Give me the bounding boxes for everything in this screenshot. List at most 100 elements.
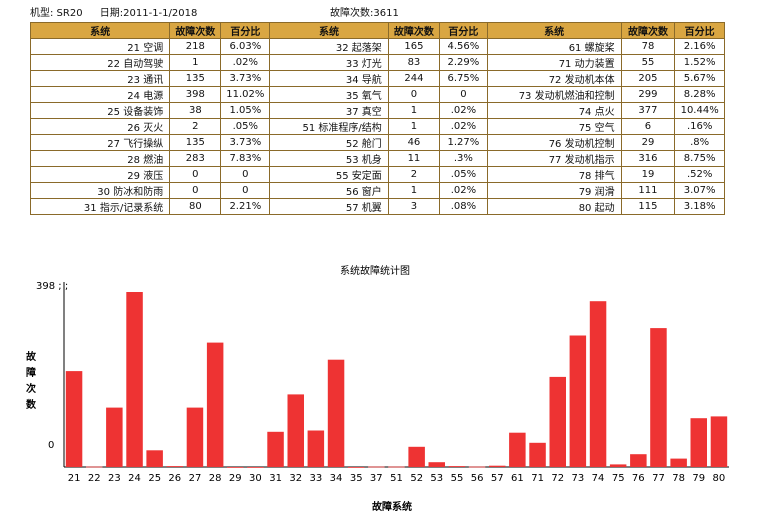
x-tick-label: 61 [511,473,524,484]
count-cell: 218 [169,38,222,55]
system-cell: 80 起动 [486,198,622,215]
bar [287,394,304,467]
x-tick-label: 24 [128,473,141,484]
table-row: 24 电源 398 11.02% 35 氧气 0 0 73 发动机燃油和控制 299 8.28% [29,86,725,103]
x-tick-label: 23 [108,473,121,484]
bar [347,467,365,468]
x-tick-label: 57 [491,473,504,484]
x-tick-label: 30 [249,473,262,484]
failure-stats-table: 系统 故障次数 百分比 系统 故障次数 百分比 系统 故障次数 百分比 21 空… [29,22,725,215]
chart-title: 系统故障统计图 [340,264,410,277]
x-tick-label: 55 [451,473,464,484]
x-tick-label: 34 [330,473,343,484]
percent-cell: .08% [439,198,488,215]
system-cell: 28 燃油 [29,150,171,167]
bar [126,292,143,467]
table-row: 28 燃油 283 7.83% 53 机身 11.3% 77 发动机指示 316 8.75% [29,150,725,167]
x-tick-label: 28 [209,473,222,484]
count-cell: 1 [169,54,222,71]
x-tick-label: 51 [390,473,403,484]
x-tick-label: 37 [370,473,383,484]
bar [609,464,627,467]
count-cell: 0 [387,86,441,103]
system-cell: 76 发动机控制 [486,134,622,151]
percent-cell: 2.16% [674,38,725,55]
x-tick-label: 52 [410,473,423,484]
count-cell: 135 [169,70,222,87]
table-row: 25 设备装饰 38 1.05% 37 真空 1.02% 74 点火 377 10.44% [29,102,725,119]
percent-cell: 5.67% [674,70,725,87]
table-row: 23 通讯 135 3.73% 34 导航 244 6.75% 72 发动机本体 205 5.6… [29,70,725,87]
col-header: 故障次数 [620,22,676,39]
bar [630,454,647,467]
system-cell: 32 起落架 [269,38,389,55]
table-row: 27 飞行操纵 135 3.73% 52 舱门 46 1.27% 76 发动机控制 29.8% [29,134,725,151]
count-cell: 111 [620,182,676,199]
x-axis-label: 故障系统 [372,500,412,513]
count-cell: 115 [620,198,676,215]
system-cell: 73 发动机燃油和控制 [486,86,622,103]
count-cell: 377 [620,102,676,119]
percent-cell: .02% [439,118,488,135]
bar [206,342,224,467]
x-tick-label: 26 [168,473,181,484]
system-cell: 35 氧气 [269,86,389,103]
x-tick-label: 32 [289,473,302,484]
percent-cell: 8.28% [674,86,725,103]
col-header: 系统 [29,22,171,39]
count-cell: 11 [387,150,441,167]
percent-cell: 6.03% [220,38,271,55]
table-header-row: 系统 故障次数 百分比 系统 故障次数 百分比 系统 故障次数 百分比 [29,22,725,39]
count-cell: 0 [169,182,222,199]
count-cell: 283 [169,150,222,167]
bar [589,301,607,467]
count-cell: 316 [620,150,676,167]
bar [650,328,667,467]
x-tick-label: 22 [88,473,101,484]
bar [529,442,546,467]
x-tick-label: 71 [531,473,544,484]
system-cell: 23 通讯 [29,70,171,87]
table-row: 31 指示/记录系统 80 2.21% 57 机翼 3.08% 80 起动 115 3.18% [29,198,725,215]
percent-cell: .05% [439,166,488,183]
x-tick-label: 21 [68,473,81,484]
x-tick-label: 76 [632,473,645,484]
percent-cell: 6.75% [439,70,488,87]
total-failures: 故障次数:3611 [330,8,399,19]
count-cell: 299 [620,86,676,103]
count-cell: 1 [387,102,441,119]
bar [690,418,707,467]
system-cell: 51 标准程序/结构 [269,118,389,135]
count-cell: 244 [387,70,441,87]
table-row: 29 液压 0 0 55 安定面 2.05% 78 排气 19.52% [29,166,725,183]
system-cell: 56 窗户 [269,182,389,199]
system-cell: 29 液压 [29,166,171,183]
bar [307,430,325,467]
bar [267,431,284,467]
x-tick-label: 77 [652,473,665,484]
x-tick-label: 56 [471,473,484,484]
col-header: 百分比 [439,22,488,39]
percent-cell: 4.56% [439,38,488,55]
percent-cell: 0 [220,166,271,183]
system-cell: 57 机翼 [269,198,389,215]
system-cell: 22 自动驾驶 [29,54,171,71]
system-cell: 26 灭火 [29,118,171,135]
system-cell: 52 舱门 [269,134,389,151]
table-row: 26 灭火 2.05% 51 标准程序/结构 1.02% 75 空气 6.16% [29,118,725,135]
col-header: 系统 [486,22,622,39]
bar [670,458,687,467]
count-cell: 398 [169,86,222,103]
x-tick-label: 80 [713,473,726,484]
count-cell: 80 [169,198,222,215]
percent-cell: 3.07% [674,182,725,199]
x-tick-label: 33 [310,473,323,484]
x-tick-label: 79 [692,473,705,484]
x-tick-label: 25 [148,473,161,484]
count-cell: 1 [387,182,441,199]
percent-cell: 3.73% [220,70,271,87]
x-tick-label: 27 [189,473,202,484]
y-min-label: 0 [48,440,54,451]
system-cell: 71 动力装置 [486,54,622,71]
x-tick-label: 78 [672,473,685,484]
